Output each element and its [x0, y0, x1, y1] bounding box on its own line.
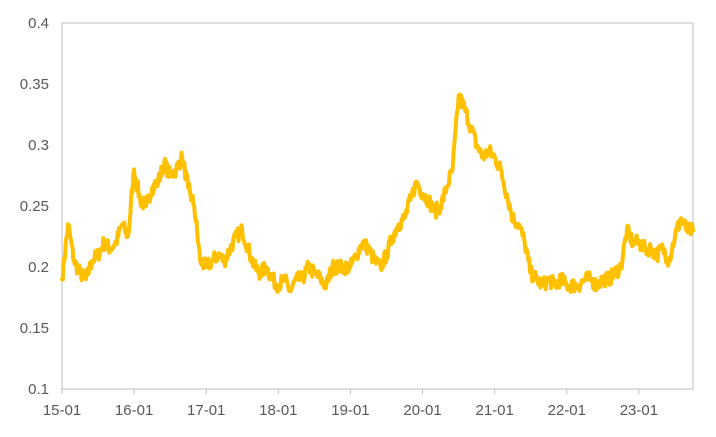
y-tick-label: 0.2: [28, 259, 49, 276]
x-tick-label: 23-01: [620, 402, 658, 419]
x-tick-label: 22-01: [548, 402, 586, 419]
x-tick-label: 21-01: [475, 402, 513, 419]
x-tick-label: 20-01: [403, 402, 441, 419]
x-tick-label: 16-01: [115, 402, 153, 419]
y-tick-label: 0.4: [28, 15, 49, 32]
y-tick-label: 0.15: [20, 320, 49, 337]
x-tick-label: 19-01: [331, 402, 369, 419]
plot-area-border: [61, 22, 694, 390]
x-tick-label: 18-01: [259, 402, 297, 419]
x-tick-label: 15-01: [43, 402, 81, 419]
series-line: [60, 92, 695, 294]
y-tick-label: 0.3: [28, 137, 49, 154]
y-tick-label: 0.1: [28, 381, 49, 398]
y-tick-label: 0.35: [20, 76, 49, 93]
y-axis-ticks: 0.1 0.15 0.2 0.25 0.3 0.35 0.4: [20, 15, 49, 398]
x-tick-label: 17-01: [187, 402, 225, 419]
x-axis-ticks: 15-01 16-01 17-01 18-01 19-01 20-01 21-01 22-01…: [43, 389, 658, 419]
y-tick-label: 0.25: [20, 198, 49, 215]
